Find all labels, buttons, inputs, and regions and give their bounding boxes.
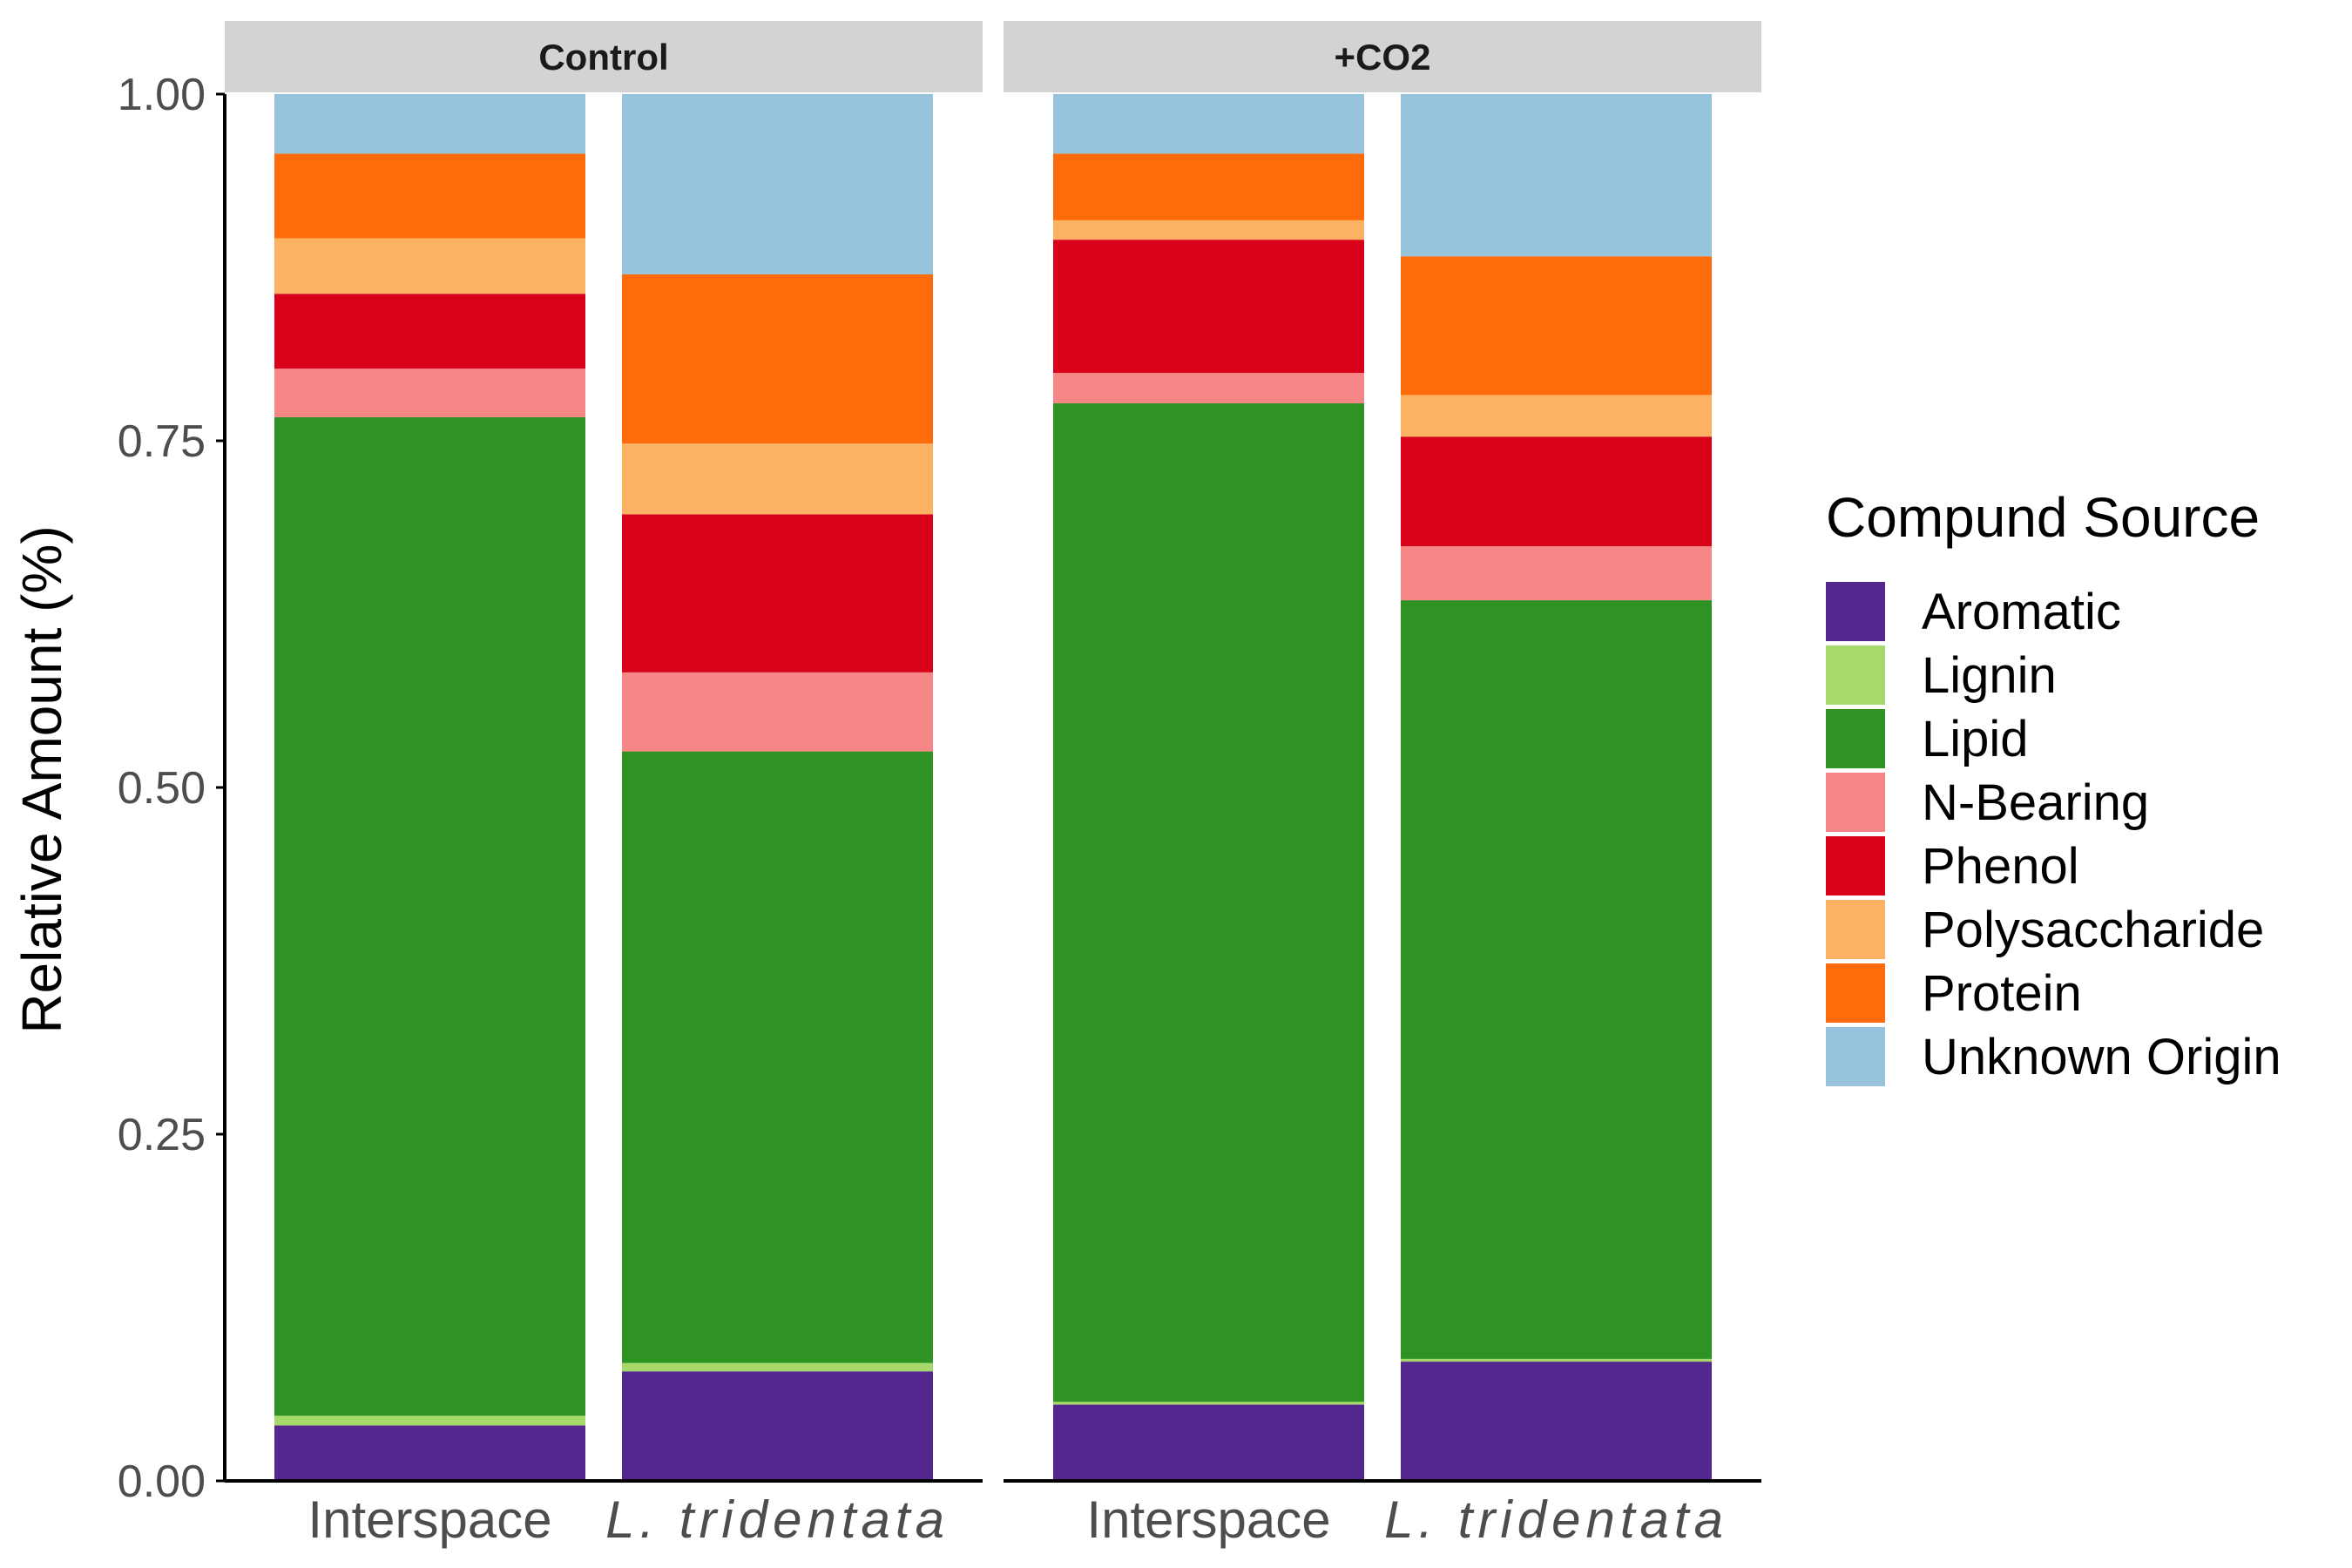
- bar-segment-polysaccharide: [274, 238, 585, 294]
- bar-segment-unknown-origin: [1053, 94, 1364, 154]
- legend-item-n-bearing: N-Bearing: [1826, 773, 2149, 832]
- bar-segment-aromatic: [1401, 1362, 1712, 1481]
- bar-segment-phenol: [1053, 240, 1364, 373]
- legend-item-protein: Protein: [1826, 963, 2082, 1023]
- x-tick-label: L. tridentata: [605, 1490, 950, 1549]
- bar-segment-n-bearing: [622, 672, 933, 752]
- bar-segment-protein: [1401, 256, 1712, 395]
- bar-stack-interspace: [274, 94, 585, 1481]
- legend-key: [1826, 773, 1885, 832]
- legend-item-unknown-origin: Unknown Origin: [1826, 1027, 2281, 1086]
- y-tick-label: 0.00: [118, 1456, 206, 1507]
- bar-stack-interspace: [1053, 94, 1364, 1481]
- legend-label: Protein: [1922, 965, 2082, 1022]
- legend-item-lipid: Lipid: [1826, 709, 2029, 768]
- bar-segment-lignin: [274, 1416, 585, 1426]
- facet-panels: Control Interspace L. tridentata +CO2 Inters…: [225, 21, 1761, 1549]
- bar-segment-unknown-origin: [1401, 94, 1712, 257]
- bar-segment-phenol: [1401, 436, 1712, 546]
- y-tick-label: 0.25: [118, 1110, 206, 1160]
- x-tick-label: Interspace: [1086, 1490, 1330, 1549]
- legend-key: [1826, 582, 1885, 641]
- bar-segment-unknown-origin: [274, 94, 585, 154]
- legend-item-phenol: Phenol: [1826, 836, 2079, 896]
- legend-label: N-Bearing: [1922, 774, 2149, 831]
- bar-segment-lignin: [1053, 1402, 1364, 1405]
- bar-segment-lignin: [622, 1362, 933, 1372]
- bar-segment-aromatic: [1053, 1404, 1364, 1481]
- legend-label: Lipid: [1922, 711, 2029, 767]
- legend-key: [1826, 1027, 1885, 1086]
- y-axis: 0.00 0.25 0.50 0.75 1.00: [118, 70, 226, 1507]
- facet-strip: [1004, 21, 1761, 92]
- facet-strip-label: +CO2: [1335, 37, 1431, 78]
- legend-key: [1826, 836, 1885, 896]
- legend-title: Compund Source: [1826, 486, 2260, 549]
- legend: Compund Source Aromatic Lignin Lipid N-Bear…: [1826, 486, 2281, 1086]
- legend-label: Aromatic: [1922, 584, 2121, 640]
- legend-label: Phenol: [1922, 838, 2079, 895]
- legend-key: [1826, 645, 1885, 705]
- legend-label: Lignin: [1922, 647, 2057, 704]
- legend-label: Unknown Origin: [1922, 1029, 2281, 1085]
- legend-key: [1826, 709, 1885, 768]
- legend-item-lignin: Lignin: [1826, 645, 2057, 705]
- facet-strip: [225, 21, 983, 92]
- y-tick-label: 0.50: [118, 763, 206, 814]
- bar-segment-protein: [622, 274, 933, 444]
- bar-segment-aromatic: [274, 1425, 585, 1481]
- bar-segment-polysaccharide: [622, 443, 933, 515]
- y-axis-title: Relative Amount (%): [10, 525, 73, 1033]
- bar-segment-polysaccharide: [1053, 220, 1364, 240]
- bar-segment-lipid: [274, 416, 585, 1416]
- legend-key: [1826, 963, 1885, 1023]
- bar-segment-aromatic: [622, 1371, 933, 1481]
- bar-segment-protein: [1053, 153, 1364, 220]
- bar-stack-l-tridentata: [1401, 94, 1712, 1481]
- y-tick-label: 0.75: [118, 416, 206, 467]
- facet-control: Control Interspace L. tridentata: [225, 21, 983, 1549]
- bar-segment-n-bearing: [274, 368, 585, 417]
- legend-key: [1826, 900, 1885, 959]
- bar-segment-n-bearing: [1401, 545, 1712, 601]
- bar-segment-lipid: [622, 751, 933, 1363]
- bar-stack-l-tridentata: [622, 94, 933, 1481]
- bar-segment-lipid: [1401, 600, 1712, 1359]
- bar-segment-phenol: [622, 514, 933, 672]
- facet-co2: +CO2 Interspace L. tridentata: [1004, 21, 1761, 1549]
- bar-segment-polysaccharide: [1401, 395, 1712, 437]
- bar-segment-protein: [274, 153, 585, 239]
- facet-strip-label: Control: [538, 37, 668, 78]
- bar-segment-phenol: [274, 294, 585, 369]
- legend-item-polysaccharide: Polysaccharide: [1826, 900, 2264, 959]
- bar-segment-n-bearing: [1053, 372, 1364, 404]
- y-tick-label: 1.00: [118, 70, 206, 120]
- bar-segment-lignin: [1401, 1358, 1712, 1362]
- x-tick-label: Interspace: [308, 1490, 551, 1549]
- x-tick-label: L. tridentata: [1384, 1490, 1728, 1549]
- bar-segment-lipid: [1053, 403, 1364, 1402]
- legend-item-aromatic: Aromatic: [1826, 582, 2121, 641]
- bar-segment-unknown-origin: [622, 94, 933, 274]
- legend-label: Polysaccharide: [1922, 902, 2264, 958]
